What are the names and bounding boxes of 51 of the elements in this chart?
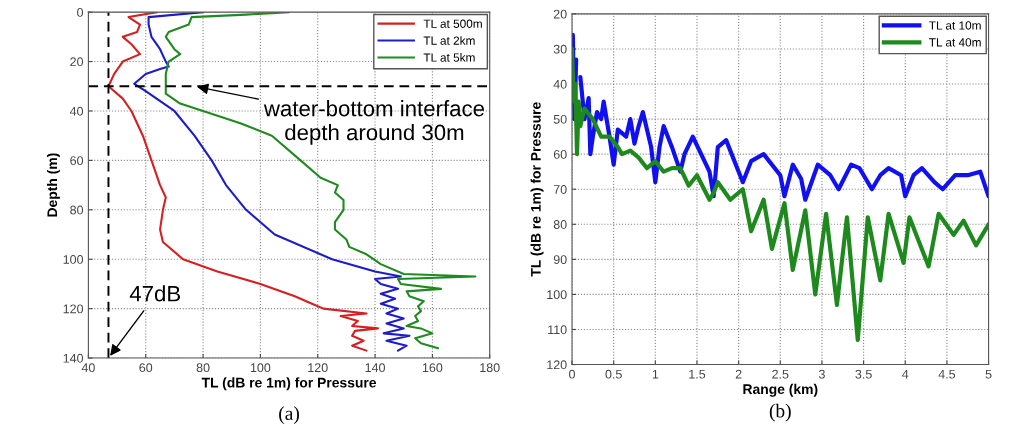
x-tick-label: 140	[365, 363, 385, 373]
y-tick-label: 80	[553, 220, 567, 229]
legend-label: TL at 500m	[423, 19, 482, 28]
x-tick-label: 2.5	[772, 369, 789, 379]
y-axis-title: Depth (m)	[46, 153, 60, 217]
y-tick-label: 60	[553, 149, 567, 159]
annotation: water-bottom interface depth around 30m	[263, 100, 484, 145]
y-tick-label: 30	[553, 44, 567, 54]
x-tick-label: 100	[250, 363, 271, 373]
y-tick-label: 110	[548, 325, 567, 335]
x-tick-label: 3	[818, 369, 825, 379]
x-tick-label: 40	[81, 363, 95, 373]
y-tick-label: 40	[69, 106, 84, 116]
text: (b)	[769, 403, 791, 422]
x-tick-label: 4	[902, 369, 909, 379]
legend-label: TL at 5km	[423, 53, 475, 62]
x-tick-label: 160	[422, 363, 443, 373]
y-tick-label: 100	[547, 290, 567, 300]
x-tick-label: 3.5	[855, 369, 872, 379]
y-tick-label: 140	[63, 353, 84, 363]
x-tick-label: 180	[480, 363, 500, 373]
y-tick-label: 120	[63, 304, 84, 314]
x-tick-label: 1.5	[689, 369, 706, 379]
y-tick-label: 60	[70, 156, 84, 166]
y-tick-label: 50	[553, 114, 567, 124]
y-tick-label: 0	[77, 7, 84, 17]
annotation: 47dB	[129, 285, 181, 302]
line-series	[572, 46, 989, 343]
x-axis-title: Range (km)	[743, 383, 818, 397]
y-tick-label: 80	[70, 205, 84, 215]
x-tick-label: 120	[308, 363, 328, 373]
x-tick-label: 1	[652, 369, 659, 379]
legend-label: TL at 40m	[929, 38, 981, 47]
text: (a)	[279, 406, 299, 424]
legend-label: TL at 2km	[423, 36, 475, 45]
y-tick-label: 90	[553, 255, 567, 265]
x-tick-label: 0.5	[605, 369, 622, 379]
y-tick-label: 100	[63, 255, 84, 264]
x-tick-label: 4.5	[938, 369, 956, 379]
x-tick-label: 80	[196, 363, 210, 373]
y-tick-label: 20	[70, 57, 84, 67]
y-tick-label: 70	[553, 185, 567, 194]
y-tick-label: 40	[553, 79, 567, 89]
x-tick-label: 60	[139, 363, 153, 373]
legend-label: TL at 10m	[929, 21, 981, 30]
x-tick-label: 2	[735, 369, 742, 379]
y-tick-label: 20	[553, 9, 567, 19]
y-axis-title: TL (dB re 1m) for Pressure	[530, 102, 544, 277]
x-tick-label: 5	[985, 369, 992, 379]
x-tick-label: 0	[569, 369, 575, 379]
x-axis-title: TL (dB re 1m) for Pressure	[201, 377, 377, 391]
